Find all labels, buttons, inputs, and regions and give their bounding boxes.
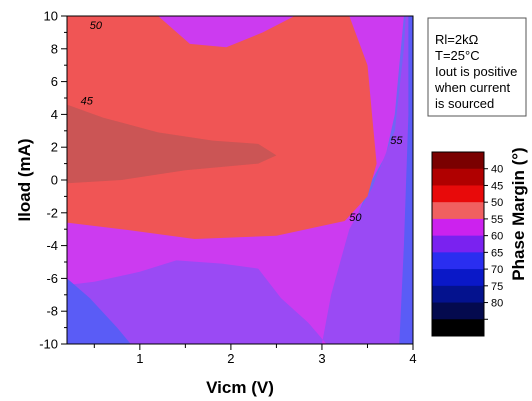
contour-label: 50	[90, 20, 103, 32]
colorbar-tick-label: 65	[491, 247, 503, 259]
y-tick-label: -4	[46, 238, 58, 253]
y-tick-label: 6	[51, 74, 58, 89]
note-line: is sourced	[435, 96, 494, 111]
notes-text: Rl=2kΩ T=25°C Iout is positive when current…	[434, 32, 517, 111]
x-tick-label: 2	[227, 351, 234, 366]
colorbar-swatch	[432, 252, 484, 270]
y-tick-label: 8	[51, 41, 58, 56]
contour-region	[67, 16, 377, 239]
colorbar: 40 45 50 55 60 65 70 75 80	[431, 151, 503, 337]
contour-label: 55	[390, 135, 403, 147]
x-axis: 1 2 3 4	[93, 344, 417, 366]
y-tick-label: 0	[51, 173, 58, 188]
colorbar-swatch	[432, 235, 484, 253]
note-line: T=25°C	[435, 48, 480, 63]
colorbar-tick-label: 80	[491, 298, 503, 310]
contour-region	[67, 104, 277, 184]
x-tick-label: 1	[136, 351, 143, 366]
x-tick-label: 3	[318, 351, 325, 366]
colorbar-tick-label: 55	[491, 214, 503, 226]
colorbar-swatch	[432, 319, 484, 337]
x-axis-title: Vicm (V)	[206, 378, 274, 397]
y-tick-label: 2	[51, 140, 58, 155]
y-axis: 10 8 6 4 2 0 -2 -4 -6 -8 -10	[39, 9, 67, 352]
contour-regions	[67, 16, 413, 344]
y-axis-title: Iload (mA)	[15, 138, 34, 221]
y-tick-label: -2	[46, 205, 58, 220]
colorbar-tick-label: 50	[491, 197, 503, 209]
y-tick-label: -8	[46, 304, 58, 319]
contour-region	[399, 16, 413, 344]
x-tick-label: 4	[409, 351, 416, 366]
note-line: Rl=2kΩ	[435, 32, 479, 47]
colorbar-swatch	[432, 152, 484, 170]
colorbar-tick-label: 60	[491, 231, 503, 243]
y-tick-label: 10	[44, 9, 58, 24]
colorbar-tick-label: 70	[491, 264, 503, 276]
colorbar-frame	[431, 151, 485, 337]
contour-region	[67, 278, 131, 344]
colorbar-tick-label: 45	[491, 180, 503, 192]
note-line: Iout is positive	[435, 64, 517, 79]
colorbar-title: Phase Margin (°)	[509, 147, 528, 280]
contour-label: 45	[81, 96, 94, 108]
contour-label: 50	[349, 212, 362, 224]
notes-box: Rl=2kΩ T=25°C Iout is positive when current…	[427, 17, 527, 117]
colorbar-tick-label: 75	[491, 281, 503, 293]
colorbar-swatch	[432, 302, 484, 320]
y-tick-label: 4	[51, 107, 58, 122]
y-tick-label: -10	[39, 337, 58, 352]
colorbar-swatch	[432, 168, 484, 186]
colorbar-tick-label: 40	[491, 164, 503, 176]
note-line: when current	[434, 80, 511, 95]
colorbar-swatch	[432, 202, 484, 220]
contour-labels: 50 45 55 50	[81, 20, 404, 224]
colorbar-swatch	[432, 185, 484, 203]
colorbar-swatch	[432, 285, 484, 304]
y-tick-label: -6	[46, 271, 58, 286]
colorbar-swatch	[432, 269, 484, 287]
colorbar-swatch	[432, 218, 484, 237]
